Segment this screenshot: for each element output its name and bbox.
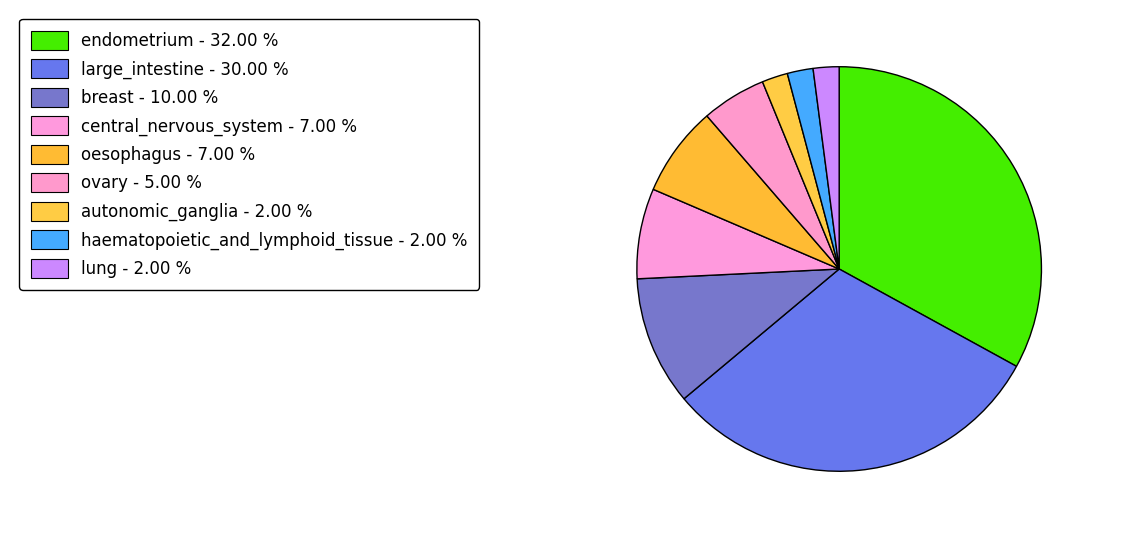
- Wedge shape: [706, 82, 839, 269]
- Wedge shape: [637, 269, 839, 399]
- Wedge shape: [813, 67, 839, 269]
- Wedge shape: [684, 269, 1016, 471]
- Wedge shape: [762, 74, 839, 269]
- Wedge shape: [839, 67, 1041, 366]
- Wedge shape: [653, 116, 839, 269]
- Wedge shape: [637, 189, 839, 279]
- Wedge shape: [787, 68, 839, 269]
- Legend: endometrium - 32.00 %, large_intestine - 30.00 %, breast - 10.00 %, central_nerv: endometrium - 32.00 %, large_intestine -…: [19, 19, 479, 290]
